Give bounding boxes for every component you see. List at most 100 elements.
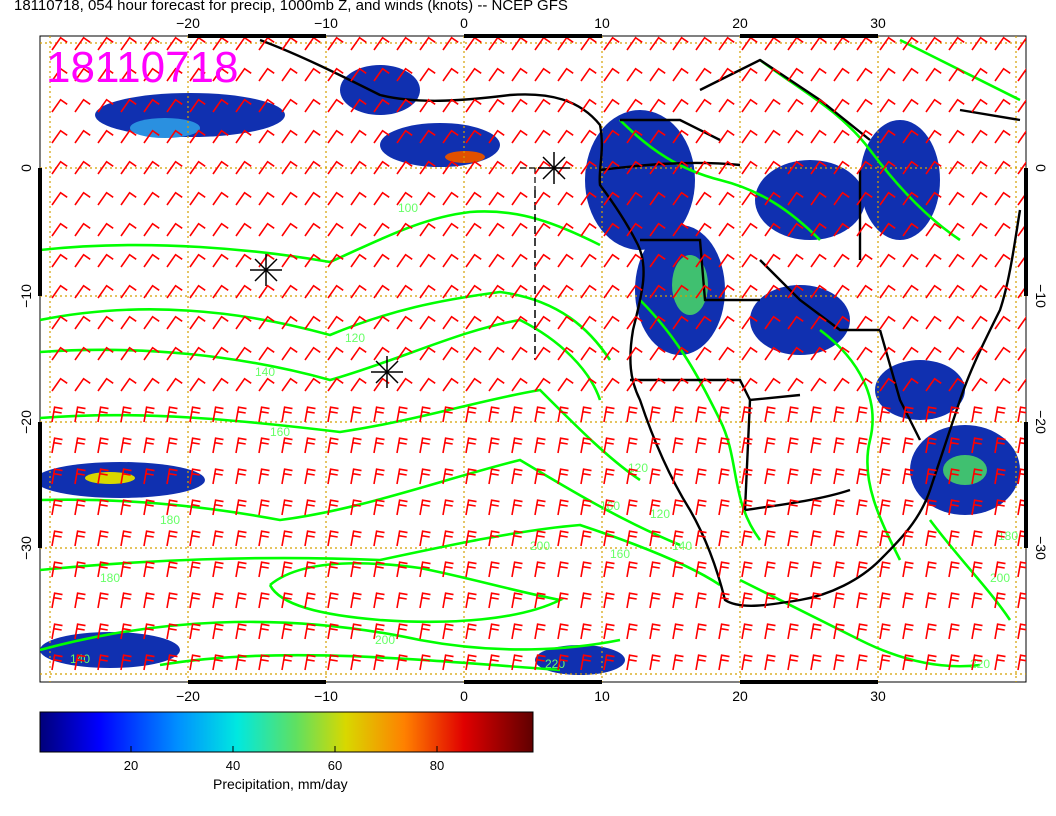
wind-barb: [603, 530, 615, 547]
wind-barb: [281, 129, 298, 144]
wind-barb: [925, 98, 942, 113]
wind-barb: [235, 253, 252, 268]
wind-barb: [281, 654, 293, 671]
wind-barb: [396, 468, 408, 485]
wind-barb: [281, 499, 293, 516]
wind-barb: [557, 191, 574, 206]
wind-barb: [879, 284, 896, 299]
wind-barb: [350, 623, 362, 640]
wind-barb: [672, 253, 689, 268]
wind-barb: [948, 67, 965, 82]
wind-barb: [97, 592, 109, 609]
wind-barb: [741, 222, 758, 237]
wind-barb: [258, 377, 275, 392]
contour-label: 160: [610, 547, 630, 561]
wind-barb: [787, 592, 799, 609]
wind-barb: [396, 160, 413, 175]
wind-barb: [258, 499, 270, 516]
contour-label: 200: [375, 633, 395, 647]
wind-barb: [787, 561, 799, 578]
wind-barb: [764, 129, 781, 144]
wind-barb: [74, 191, 91, 206]
wind-barb: [672, 36, 689, 51]
wind-barb: [626, 561, 638, 578]
wind-barb: [833, 191, 850, 206]
wind-barb: [764, 253, 781, 268]
lat-label: −30: [1033, 536, 1049, 560]
contour-label: 180: [160, 513, 180, 527]
wind-barb: [396, 346, 413, 361]
wind-barb: [534, 191, 551, 206]
wind-barb: [396, 654, 408, 671]
wind-barb: [902, 468, 914, 485]
wind-barb: [419, 530, 431, 547]
wind-barb: [212, 530, 224, 547]
wind-barb: [971, 36, 988, 51]
wind-barb: [649, 253, 666, 268]
wind-barb: [879, 36, 896, 51]
wind-barb: [1017, 316, 1026, 330]
wind-barb: [856, 623, 868, 640]
colorbar-tick-label: 80: [429, 758, 445, 773]
precip-blob: [875, 360, 965, 420]
wind-barb: [1017, 592, 1026, 609]
wind-barb: [419, 561, 431, 578]
wind-barb: [902, 67, 919, 82]
wind-barb: [51, 468, 63, 485]
wind-barb: [948, 468, 960, 485]
wind-barb: [718, 561, 730, 578]
wind-barb: [810, 346, 827, 361]
wind-barb: [810, 592, 822, 609]
wind-barb: [925, 129, 942, 144]
wind-barb: [166, 499, 178, 516]
wind-barb: [51, 160, 68, 175]
lon-label: −20: [176, 688, 200, 704]
wind-barb: [649, 499, 661, 516]
wind-barb: [235, 654, 247, 671]
wind-barb: [764, 284, 781, 299]
wind-barb: [902, 530, 914, 547]
wind-barb: [925, 284, 942, 299]
wind-barb: [534, 468, 546, 485]
wind-barb: [143, 160, 160, 175]
wind-barb: [235, 160, 252, 175]
wind-barb: [419, 623, 431, 640]
wind-barb: [281, 530, 293, 547]
wind-barb: [925, 191, 942, 206]
wind-barb: [994, 129, 1011, 144]
wind-barb: [281, 191, 298, 206]
wind-barb: [856, 98, 873, 113]
wind-barb: [1017, 37, 1026, 51]
wind-barb: [856, 499, 868, 516]
wind-barb: [327, 315, 344, 330]
wind-barb: [511, 284, 528, 299]
wind-barb: [74, 377, 91, 392]
wind-barb: [304, 129, 321, 144]
wind-barb: [74, 623, 86, 640]
wind-barb: [603, 222, 620, 237]
wind-barb: [465, 592, 477, 609]
wind-barb: [304, 222, 321, 237]
wind-barb: [373, 406, 385, 423]
wind-barb: [580, 406, 592, 423]
wind-barb: [925, 468, 937, 485]
wind-barb: [856, 222, 873, 237]
wind-barb: [258, 315, 275, 330]
wind-barb: [488, 346, 505, 361]
lat-label: −10: [1033, 284, 1049, 308]
wind-barb: [994, 284, 1011, 299]
wind-barb: [580, 499, 592, 516]
wind-barb: [97, 160, 114, 175]
wind-barb: [189, 98, 206, 113]
contour-label: 120: [345, 331, 365, 345]
wind-barb: [373, 654, 385, 671]
wind-barb: [51, 377, 68, 392]
wind-barb: [603, 561, 615, 578]
wind-barb: [212, 468, 224, 485]
lat-label: 0: [1033, 164, 1049, 172]
wind-barb: [718, 284, 735, 299]
wind-barb: [143, 36, 160, 51]
wind-barb: [212, 222, 229, 237]
wind-barb: [925, 592, 937, 609]
wind-barb: [764, 499, 776, 516]
